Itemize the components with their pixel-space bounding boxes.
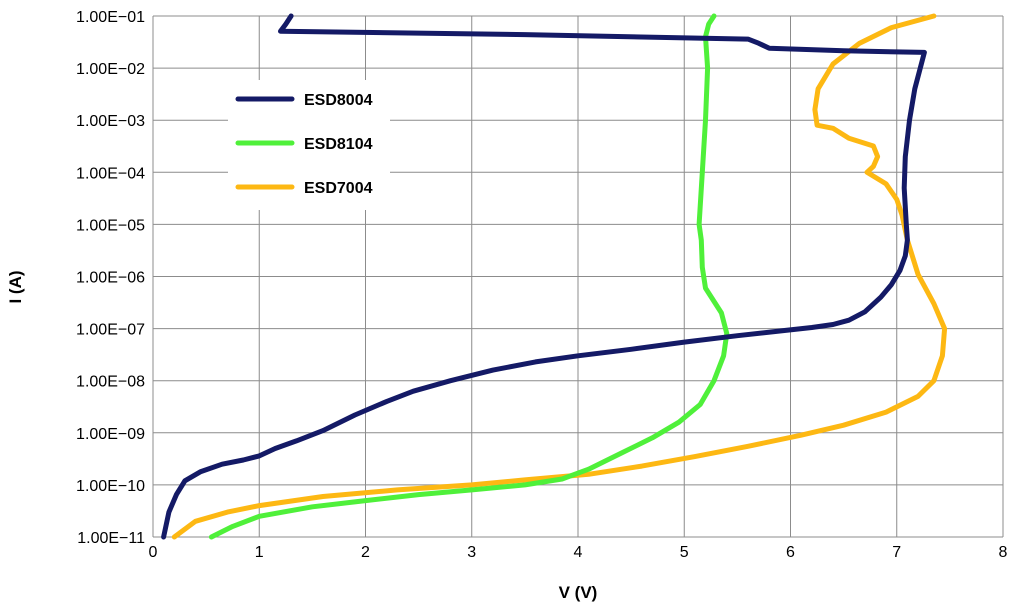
x-axis-ticks: 0 1 2 3 4 5 6 7 8 — [149, 544, 1008, 561]
y-tick-label-10: 1.00E−01 — [76, 9, 145, 26]
y-tick-label-0: 1.00E−11 — [77, 530, 145, 547]
grid — [152, 15, 1004, 538]
legend-label-esd8104: ESD8104 — [304, 136, 373, 153]
x-tick-label-0: 0 — [149, 544, 158, 561]
series-layer — [161, 13, 948, 540]
series-line-esd8104 — [208, 13, 730, 540]
y-tick-label-4: 1.00E−07 — [76, 322, 145, 339]
legend-label-esd8004: ESD8004 — [304, 92, 373, 109]
y-axis-title: I (A) — [6, 270, 25, 303]
y-tick-label-3: 1.00E−08 — [76, 374, 145, 391]
x-tick-label-8: 8 — [999, 544, 1008, 561]
x-tick-label-4: 4 — [574, 544, 583, 561]
x-axis-title: V (V) — [559, 583, 598, 602]
x-tick-label-3: 3 — [467, 544, 476, 561]
legend: ESD8004 ESD8104 ESD7004 — [228, 80, 390, 210]
y-tick-label-1: 1.00E−10 — [76, 478, 145, 495]
y-tick-label-9: 1.00E−02 — [76, 61, 145, 78]
legend-label-esd7004: ESD7004 — [304, 180, 373, 197]
y-axis-ticks: 1.00E−11 1.00E−10 1.00E−09 1.00E−08 1.00E−07… — [76, 9, 145, 547]
x-tick-label-5: 5 — [680, 544, 689, 561]
series-line-esd7004 — [171, 13, 948, 540]
x-tick-label-2: 2 — [361, 544, 370, 561]
x-tick-label-6: 6 — [786, 544, 795, 561]
x-tick-label-1: 1 — [255, 544, 264, 561]
x-tick-label-7: 7 — [892, 544, 901, 561]
y-tick-label-2: 1.00E−09 — [76, 426, 145, 443]
y-tick-label-5: 1.00E−06 — [76, 270, 145, 287]
series-line-esd8004 — [161, 13, 927, 540]
y-tick-label-8: 1.00E−03 — [76, 113, 145, 130]
y-tick-label-6: 1.00E−05 — [76, 217, 145, 234]
y-tick-label-7: 1.00E−04 — [76, 165, 145, 182]
